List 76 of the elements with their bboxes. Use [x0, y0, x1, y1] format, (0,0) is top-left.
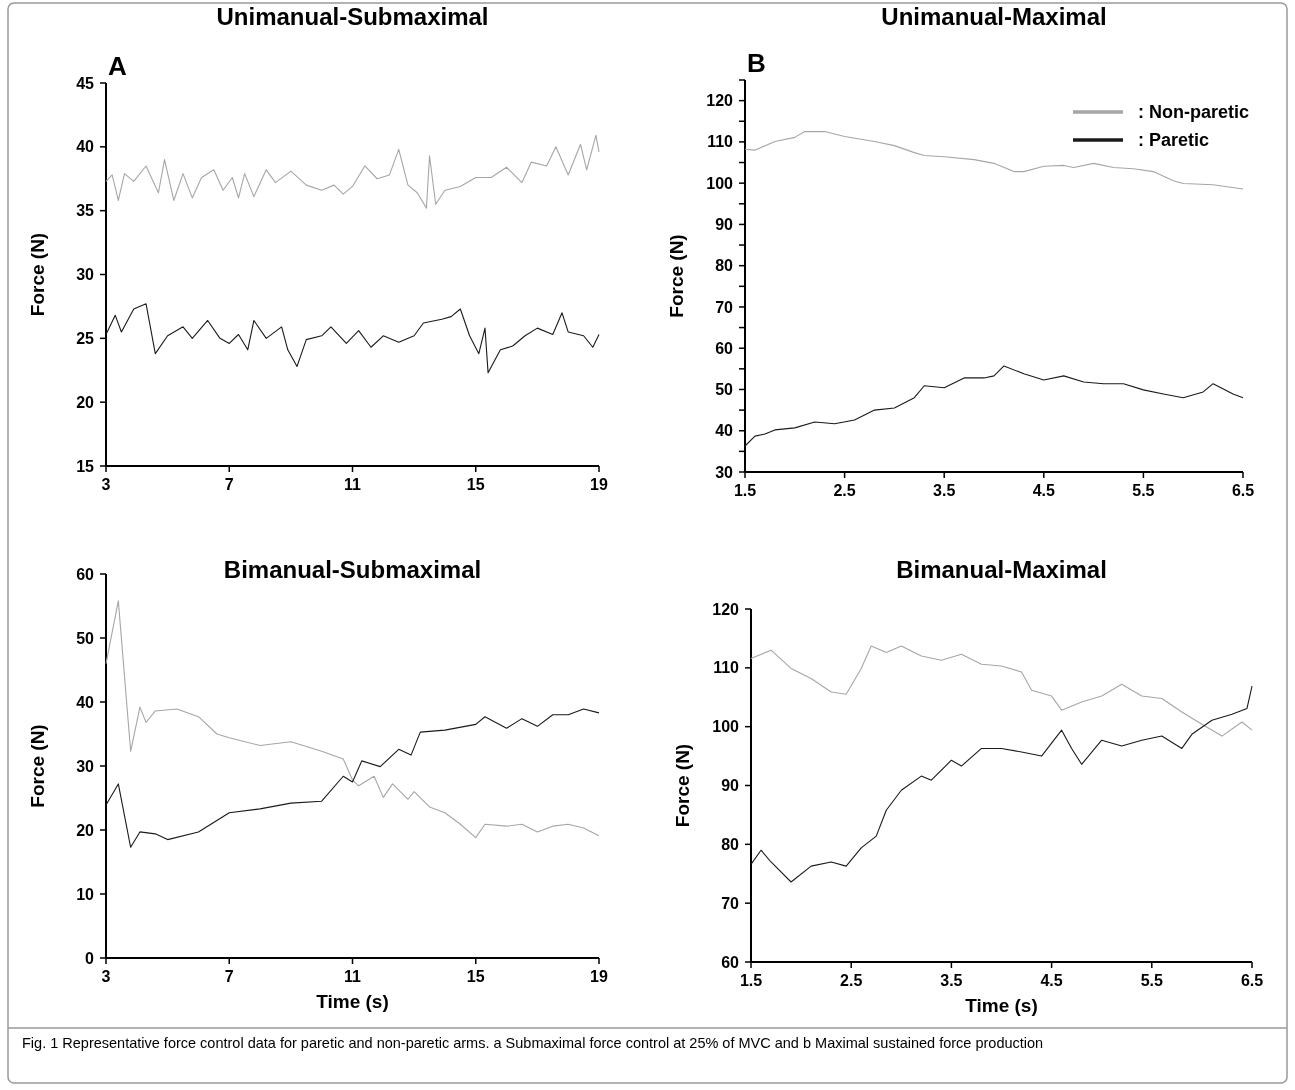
y-tick-label: 25 — [76, 329, 95, 347]
chart-title: Bimanual-Maximal — [896, 556, 1107, 583]
x-tick-label: 19 — [590, 968, 608, 985]
x-tick-label: 6.5 — [1231, 482, 1255, 499]
x-tick-label: 7 — [224, 476, 234, 493]
x-tick-label: 11 — [344, 476, 362, 493]
x-tick-label: 3 — [101, 968, 111, 985]
line-series — [105, 708, 600, 848]
y-axis-title: Force (N) — [27, 724, 48, 808]
y-axis-title: Force (N) — [27, 232, 48, 317]
y-tick-label: 40 — [76, 693, 95, 711]
y-tick-label: 60 — [76, 565, 95, 583]
y-tick-label: 20 — [76, 821, 95, 839]
line-series — [744, 131, 1244, 190]
y-tick-label: 100 — [712, 718, 740, 736]
y-tick-label: 70 — [715, 298, 734, 316]
y-tick-label: 20 — [76, 393, 95, 411]
chart-title: Unimanual-Maximal — [881, 3, 1107, 30]
y-tick-label: 30 — [76, 757, 95, 775]
y-axis-title: Force (N) — [666, 234, 687, 318]
y-tick-label: 50 — [715, 381, 734, 399]
y-tick-label: 15 — [76, 457, 95, 475]
x-tick-label: 3 — [101, 476, 111, 493]
y-axis-title: Force (N) — [672, 743, 693, 828]
y-tick-label: 40 — [715, 422, 734, 440]
y-tick-label: 110 — [707, 133, 734, 151]
y-tick-label: 120 — [706, 92, 734, 110]
x-tick-label: 1.5 — [733, 482, 757, 499]
y-tick-label: 90 — [721, 777, 740, 795]
line-series — [105, 134, 600, 209]
y-tick-label: 100 — [706, 174, 734, 192]
x-tick-label: 4.5 — [1040, 972, 1063, 989]
legend-label: : Non-paretic — [1138, 102, 1250, 123]
caption: Fig. 1 Representative force control data for paretic and non-paretic arms. a Submaximal force control at 25% of MVC and b Maximal sustained force production — [22, 1035, 1044, 1051]
x-tick-label: 5.5 — [1132, 482, 1155, 499]
y-tick-label: 30 — [715, 463, 734, 481]
x-tick-label: 3.5 — [933, 482, 956, 499]
line-series — [105, 303, 600, 374]
y-tick-label: 35 — [76, 202, 95, 220]
x-tick-label: 19 — [590, 476, 608, 493]
y-tick-label: 70 — [721, 894, 740, 912]
text: A — [108, 51, 127, 81]
text: B — [747, 48, 766, 78]
y-tick-label: 80 — [721, 835, 740, 853]
y-tick-label: 30 — [76, 266, 95, 284]
x-axis-title: Time (s) — [316, 991, 389, 1012]
x-tick-label: 1.5 — [739, 972, 763, 989]
chart-title: Bimanual-Submaximal — [223, 556, 482, 583]
x-axis-title: Time (s) — [965, 995, 1038, 1016]
line-series — [750, 645, 1253, 737]
y-tick-label: 60 — [721, 953, 740, 971]
x-tick-label: 4.5 — [1032, 482, 1056, 499]
y-tick-label: 40 — [76, 138, 95, 156]
line-series — [750, 685, 1253, 883]
y-tick-label: 10 — [76, 885, 95, 903]
legend-label: : Paretic — [1138, 130, 1210, 151]
x-tick-label: 3.5 — [940, 972, 963, 989]
y-tick-label: 50 — [76, 629, 95, 647]
y-tick-label: 110 — [713, 659, 740, 677]
line-series — [105, 600, 600, 839]
chart-title: Unimanual-Submaximal — [216, 3, 489, 30]
y-tick-label: 45 — [76, 74, 95, 92]
x-tick-label: 11 — [344, 968, 362, 985]
x-tick-label: 2.5 — [833, 482, 856, 499]
line-series — [744, 365, 1244, 447]
x-tick-label: 7 — [224, 968, 234, 985]
x-tick-label: 15 — [466, 968, 485, 985]
x-tick-label: 6.5 — [1240, 972, 1264, 989]
x-tick-label: 2.5 — [840, 972, 863, 989]
y-tick-label: 80 — [715, 257, 734, 275]
y-tick-label: 90 — [715, 216, 734, 234]
x-tick-label: 5.5 — [1140, 972, 1164, 989]
y-tick-label: 0 — [85, 949, 95, 967]
y-tick-label: 120 — [712, 600, 740, 618]
y-tick-label: 60 — [715, 339, 734, 357]
x-tick-label: 15 — [466, 476, 485, 493]
